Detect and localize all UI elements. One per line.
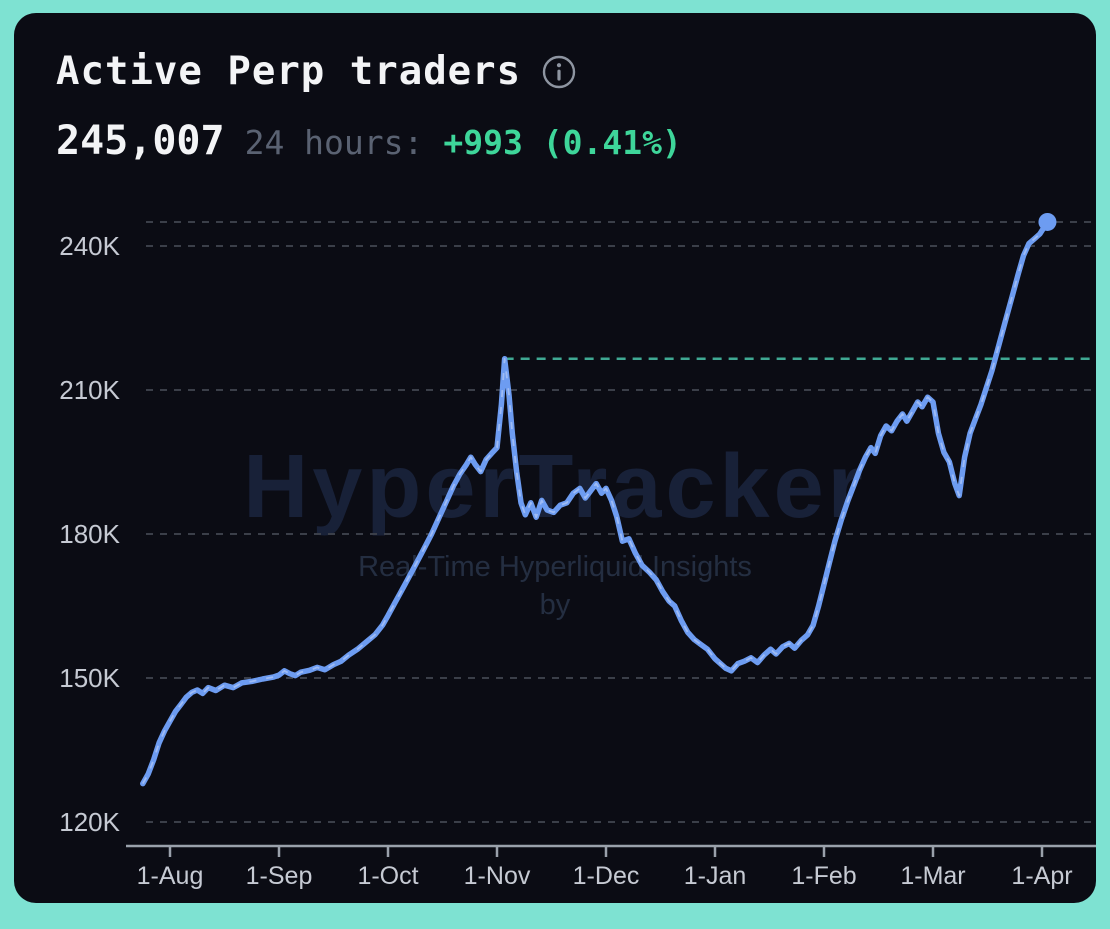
x-tick-label: 1-Nov: [464, 862, 531, 890]
page-title: Active Perp traders: [56, 49, 522, 94]
current-value: 245,007: [56, 118, 225, 164]
stats-row: 245,007 24 hours: +993 (0.41%): [14, 118, 1096, 164]
info-icon[interactable]: [541, 54, 577, 90]
x-tick-label: 1-Apr: [1011, 862, 1072, 890]
card-header: Active Perp traders: [14, 13, 1096, 94]
x-tick-label: 1-Feb: [791, 862, 856, 890]
y-tick-label: 120K: [59, 807, 120, 837]
x-tick-label: 1-Dec: [573, 862, 640, 890]
y-tick-label: 150K: [59, 663, 120, 693]
series-line-highlight: [142, 221, 1049, 785]
x-tick-label: 1-Aug: [137, 862, 204, 890]
change-badge: +993 (0.41%): [443, 123, 682, 162]
traders-series-line: [140, 219, 1051, 787]
x-tick-label: 1-Oct: [357, 862, 418, 890]
latest-point-marker: [1038, 212, 1057, 231]
chart-area[interactable]: HyperTracker Real-Time Hyperliquid Insig…: [14, 198, 1096, 898]
x-tick-label: 1-Jan: [684, 862, 747, 890]
y-tick-label: 240K: [59, 231, 120, 261]
x-tick-label: 1-Sep: [246, 862, 313, 890]
traders-line-chart[interactable]: 120K 150K 180K 210K 240K 1-Aug 1-Sep 1-Oct 1-Nov…: [14, 198, 1096, 898]
period-label: 24 hours:: [244, 123, 424, 162]
y-tick-label: 210K: [59, 375, 120, 405]
x-tick-label: 1-Mar: [900, 862, 965, 890]
active-perp-traders-card: Active Perp traders 245,007 24 hours: +9…: [14, 13, 1096, 903]
y-tick-label: 180K: [59, 519, 120, 549]
